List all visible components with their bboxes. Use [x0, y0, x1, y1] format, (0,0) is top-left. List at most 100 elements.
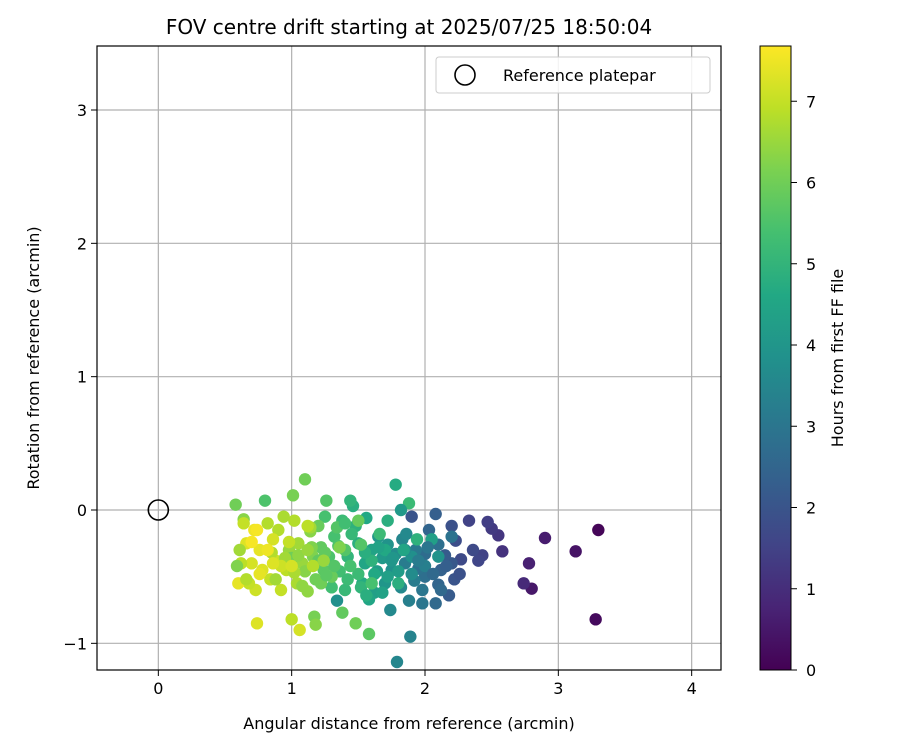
data-point	[240, 573, 253, 586]
data-point	[250, 523, 264, 537]
data-point	[229, 498, 242, 511]
data-point	[344, 494, 357, 507]
data-point	[272, 523, 285, 537]
data-point	[389, 478, 402, 491]
data-point	[277, 510, 290, 523]
legend: Reference platepar	[435, 56, 711, 94]
y-tick-label: 2	[77, 234, 87, 253]
data-point	[392, 577, 405, 590]
data-point	[269, 573, 282, 586]
data-point	[365, 577, 378, 590]
data-point	[306, 559, 320, 573]
points-layer	[229, 473, 605, 669]
data-point	[405, 567, 418, 581]
data-point	[481, 515, 494, 529]
data-point	[288, 514, 301, 527]
data-point	[592, 523, 605, 537]
data-point	[392, 565, 405, 578]
data-point	[341, 573, 354, 586]
data-point	[400, 527, 413, 541]
legend-marker	[454, 64, 476, 86]
data-point	[328, 530, 341, 543]
data-point	[384, 603, 397, 617]
colorbar-gradient	[759, 45, 792, 671]
data-point	[285, 613, 298, 626]
data-point	[292, 537, 305, 550]
data-point	[386, 551, 400, 565]
data-point	[253, 567, 266, 581]
data-point	[394, 503, 408, 517]
data-point	[412, 554, 425, 567]
grid	[97, 46, 721, 670]
data-point	[416, 583, 429, 597]
data-point	[274, 583, 288, 597]
colorbar-tick-label: 5	[806, 255, 816, 274]
x-tick-label: 2	[420, 679, 430, 698]
data-point	[538, 531, 552, 545]
colorbar-tick-label: 3	[806, 417, 816, 436]
data-point	[352, 514, 365, 527]
data-point	[266, 557, 280, 570]
data-point	[333, 541, 346, 554]
data-point	[292, 549, 305, 562]
data-point	[454, 553, 468, 566]
data-point	[429, 507, 442, 521]
y-tick-label: 0	[77, 501, 87, 520]
data-point	[320, 494, 333, 507]
data-point	[301, 519, 314, 533]
data-point	[344, 559, 357, 573]
data-point	[245, 557, 258, 570]
data-point	[372, 541, 385, 554]
data-point	[338, 583, 352, 597]
data-point	[440, 559, 453, 573]
data-point	[360, 589, 373, 602]
data-point	[376, 586, 389, 599]
data-point	[422, 523, 436, 537]
y-axis-label: Rotation from reference (arcmin)	[24, 226, 43, 489]
data-point	[318, 510, 332, 523]
data-point	[285, 559, 298, 573]
colorbar-tick-label: 7	[806, 92, 816, 111]
data-point	[569, 545, 582, 558]
x-tick-label: 0	[153, 679, 163, 698]
y-tick-label: 3	[77, 101, 87, 120]
data-point	[416, 597, 429, 610]
data-point	[397, 543, 410, 557]
data-point	[381, 570, 394, 583]
colorbar-tick-label: 6	[806, 174, 816, 193]
data-point	[345, 527, 358, 541]
data-point	[426, 567, 440, 581]
data-point	[373, 527, 386, 541]
data-point	[328, 559, 341, 573]
data-point	[402, 594, 416, 607]
data-point	[462, 514, 476, 527]
data-point	[261, 543, 274, 557]
data-point	[320, 569, 333, 582]
colorbar-tick-label: 1	[806, 580, 816, 599]
data-point	[282, 535, 296, 549]
data-point	[245, 535, 258, 549]
data-point	[432, 550, 445, 563]
data-point	[466, 543, 480, 557]
colorbar-ticks: 0 1 2 3 4 5 6 7	[791, 92, 816, 680]
data-point	[301, 543, 314, 557]
data-point	[390, 655, 404, 669]
data-point	[445, 530, 458, 543]
colorbar-tick-label: 2	[806, 499, 816, 518]
data-point	[298, 473, 312, 486]
data-point	[286, 489, 300, 502]
data-point	[589, 613, 602, 626]
data-point	[381, 514, 394, 527]
colorbar-tick-label: 0	[806, 661, 816, 680]
data-point	[517, 577, 530, 590]
data-point	[349, 617, 362, 630]
data-point	[237, 517, 250, 530]
data-point	[410, 533, 424, 546]
data-point	[336, 606, 349, 619]
data-point	[445, 519, 458, 533]
data-point	[261, 517, 274, 530]
data-point	[317, 554, 330, 567]
x-ticks: 0 1 2 3 4	[153, 670, 697, 698]
legend-box	[435, 56, 711, 94]
